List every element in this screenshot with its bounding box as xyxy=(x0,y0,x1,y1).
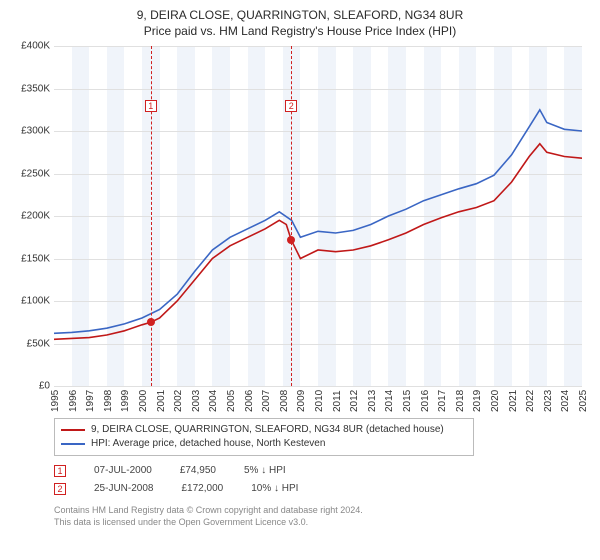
x-axis-label: 2025 xyxy=(578,390,600,412)
sale-delta: 5% ↓ HPI xyxy=(244,462,286,480)
sale-event-dot xyxy=(147,318,155,326)
legend-box: 9, DEIRA CLOSE, QUARRINGTON, SLEAFORD, N… xyxy=(54,418,474,456)
y-axis-label: £350K xyxy=(12,83,50,94)
sale-delta: 10% ↓ HPI xyxy=(251,480,298,498)
legend-swatch-hpi xyxy=(61,443,85,445)
sale-event-line xyxy=(151,46,152,386)
sale-event-dot xyxy=(287,236,295,244)
sale-price: £74,950 xyxy=(180,462,216,480)
y-axis-label: £0 xyxy=(12,381,50,392)
legend-row-hpi: HPI: Average price, detached house, Nort… xyxy=(61,437,467,451)
chart-title: 9, DEIRA CLOSE, QUARRINGTON, SLEAFORD, N… xyxy=(12,8,588,22)
y-axis-label: £200K xyxy=(12,211,50,222)
attribution-text: Contains HM Land Registry data © Crown c… xyxy=(54,504,588,528)
chart-subtitle: Price paid vs. HM Land Registry's House … xyxy=(12,24,588,38)
sale-event-index-box: 2 xyxy=(285,100,297,112)
y-axis-label: £400K xyxy=(12,41,50,52)
sale-date: 07-JUL-2000 xyxy=(94,462,152,480)
sale-index-box: 2 xyxy=(54,483,66,495)
attribution-line: This data is licensed under the Open Gov… xyxy=(54,516,588,528)
chart-wrap: 12 £0£50K£100K£150K£200K£250K£300K£350K£… xyxy=(12,44,588,414)
chart-lines-svg xyxy=(54,46,582,386)
y-axis-label: £150K xyxy=(12,253,50,264)
legend-swatch-subject xyxy=(61,429,85,431)
sale-index-box: 1 xyxy=(54,465,66,477)
sale-row: 1 07-JUL-2000 £74,950 5% ↓ HPI xyxy=(54,462,588,480)
y-axis-label: £300K xyxy=(12,126,50,137)
sale-event-index-box: 1 xyxy=(145,100,157,112)
series-line-subject xyxy=(54,144,582,339)
gridline-horizontal xyxy=(54,386,582,387)
y-axis-label: £50K xyxy=(12,338,50,349)
sale-event-line xyxy=(291,46,292,386)
series-line-hpi xyxy=(54,110,582,333)
y-axis-label: £100K xyxy=(12,296,50,307)
legend-label-subject: 9, DEIRA CLOSE, QUARRINGTON, SLEAFORD, N… xyxy=(91,423,444,437)
sale-date: 25-JUN-2008 xyxy=(94,480,153,498)
y-axis-label: £250K xyxy=(12,168,50,179)
sale-row: 2 25-JUN-2008 £172,000 10% ↓ HPI xyxy=(54,480,588,498)
sales-table: 1 07-JUL-2000 £74,950 5% ↓ HPI 2 25-JUN-… xyxy=(54,462,588,498)
chart-container: 9, DEIRA CLOSE, QUARRINGTON, SLEAFORD, N… xyxy=(0,0,600,560)
attribution-line: Contains HM Land Registry data © Crown c… xyxy=(54,504,588,516)
plot-area: 12 xyxy=(54,46,582,386)
legend-row-subject: 9, DEIRA CLOSE, QUARRINGTON, SLEAFORD, N… xyxy=(61,423,467,437)
sale-price: £172,000 xyxy=(181,480,223,498)
legend-label-hpi: HPI: Average price, detached house, Nort… xyxy=(91,437,325,451)
